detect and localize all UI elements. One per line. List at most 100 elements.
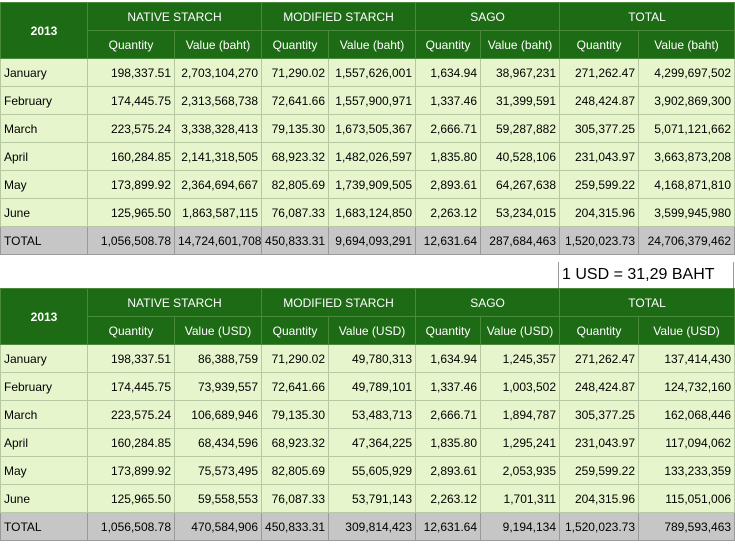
table-cell: 59,287,882	[480, 114, 561, 143]
table-cell: 71,290.02	[261, 344, 330, 373]
exchange-rate-note: 1 USD = 31,29 BAHT	[558, 262, 734, 288]
row-label: March	[0, 400, 88, 429]
table-cell: 2,364,694,667	[173, 170, 263, 199]
exchange-rate-row: 1 USD = 31,29 BAHT	[0, 262, 734, 288]
table-cell: 160,284.85	[87, 142, 175, 171]
table-row: June 125,965.50 59,558,553 76,087.33 53,…	[0, 484, 735, 513]
row-label: April	[0, 428, 88, 457]
table-cell: 1,683,124,850	[328, 198, 417, 227]
table-cell: 86,388,759	[173, 344, 263, 373]
table-cell: 76,087.33	[261, 484, 330, 513]
total-row: TOTAL 1,056,508.78 470,584,906 450,833.3…	[0, 512, 735, 541]
table-cell: 53,791,143	[328, 484, 417, 513]
table-cell: 4,168,871,810	[638, 170, 735, 199]
column-header: Value (baht)	[638, 30, 735, 59]
table-cell: 2,141,318,505	[173, 142, 263, 171]
total-label: TOTAL	[0, 512, 88, 541]
total-cell: 309,814,423	[328, 512, 417, 541]
table-cell: 115,051,006	[638, 484, 735, 513]
table-cell: 53,234,015	[480, 198, 561, 227]
column-header: Value (USD)	[480, 316, 561, 345]
total-cell: 12,631.64	[415, 512, 482, 541]
table-cell: 3,663,873,208	[638, 142, 735, 171]
table-cell: 1,295,241	[480, 428, 561, 457]
group-header-sago: SAGO	[415, 2, 561, 31]
total-cell: 14,724,601,708	[173, 226, 263, 255]
table-cell: 64,267,638	[480, 170, 561, 199]
group-header-total: TOTAL	[559, 288, 735, 317]
table-cell: 204,315.96	[559, 198, 640, 227]
table-cell: 1,245,357	[480, 344, 561, 373]
table-cell: 248,424.87	[559, 372, 640, 401]
table-cell: 231,043.97	[559, 428, 640, 457]
group-header-native-starch: NATIVE STARCH	[86, 288, 263, 317]
table-cell: 1,337.46	[415, 86, 482, 115]
total-cell: 450,833.31	[261, 226, 330, 255]
table-row: February 174,445.75 2,313,568,738 72,641…	[0, 86, 735, 115]
table-cell: 68,923.32	[261, 142, 330, 171]
total-cell: 9,194,134	[480, 512, 561, 541]
table-cell: 76,087.33	[261, 198, 330, 227]
table-row: April 160,284.85 2,141,318,505 68,923.32…	[0, 142, 735, 171]
table-cell: 53,483,713	[328, 400, 417, 429]
table-cell: 3,338,328,413	[173, 114, 263, 143]
table-cell: 72,641.66	[261, 86, 330, 115]
table-cell: 204,315.96	[559, 484, 640, 513]
group-header-total: TOTAL	[559, 2, 735, 31]
group-header-row: 2013 NATIVE STARCH MODIFIED STARCH SAGO …	[0, 2, 735, 59]
row-label: March	[0, 114, 88, 143]
table-cell: 55,605,929	[328, 456, 417, 485]
column-header: Value (USD)	[328, 316, 417, 345]
table-row: January 198,337.51 2,703,104,270 71,290.…	[0, 58, 735, 87]
table-cell: 1,835.80	[415, 428, 482, 457]
table-cell: 49,780,313	[328, 344, 417, 373]
table-row: May 173,899.92 75,573,495 82,805.69 55,6…	[0, 456, 735, 485]
table-cell: 1,835.80	[415, 142, 482, 171]
table-cell: 3,599,945,980	[638, 198, 735, 227]
column-header: Value (USD)	[173, 316, 263, 345]
table-cell: 198,337.51	[87, 344, 175, 373]
table-cell: 73,939,557	[173, 372, 263, 401]
table-cell: 59,558,553	[173, 484, 263, 513]
table-cell: 174,445.75	[87, 372, 175, 401]
baht-export-table: 2013 NATIVE STARCH MODIFIED STARCH SAGO …	[0, 2, 735, 255]
column-header: Quantity	[415, 316, 482, 345]
table-cell: 305,377.25	[559, 114, 640, 143]
table-cell: 68,434,596	[173, 428, 263, 457]
column-header: Quantity	[261, 316, 330, 345]
table-cell: 271,262.47	[559, 344, 640, 373]
total-row: TOTAL 1,056,508.78 14,724,601,708 450,83…	[0, 226, 735, 255]
table-row: March 223,575.24 106,689,946 79,135.30 5…	[0, 400, 735, 429]
table-cell: 1,634.94	[415, 344, 482, 373]
table-cell: 2,313,568,738	[173, 86, 263, 115]
total-label: TOTAL	[0, 226, 88, 255]
column-header: Value (baht)	[173, 30, 263, 59]
subheader-row: Quantity Value (baht) Quantity Value (ba…	[1, 30, 735, 59]
table-cell: 72,641.66	[261, 372, 330, 401]
row-label: February	[0, 86, 88, 115]
table-cell: 1,557,626,001	[328, 58, 417, 87]
table-cell: 248,424.87	[559, 86, 640, 115]
row-label: February	[0, 372, 88, 401]
year-cell: 2013	[0, 288, 88, 345]
table-cell: 223,575.24	[87, 114, 175, 143]
table-cell: 223,575.24	[87, 400, 175, 429]
total-cell: 1,520,023.73	[559, 226, 640, 255]
table-cell: 133,233,359	[638, 456, 735, 485]
table-cell: 173,899.92	[87, 456, 175, 485]
column-header: Quantity	[261, 30, 330, 59]
table-cell: 79,135.30	[261, 114, 330, 143]
table-cell: 82,805.69	[261, 456, 330, 485]
table-cell: 1,337.46	[415, 372, 482, 401]
table-cell: 2,666.71	[415, 114, 482, 143]
table-cell: 38,967,231	[480, 58, 561, 87]
table-cell: 125,965.50	[87, 484, 175, 513]
table-cell: 2,263.12	[415, 198, 482, 227]
table-cell: 2,893.61	[415, 456, 482, 485]
total-cell: 789,593,463	[638, 512, 735, 541]
table-cell: 137,414,430	[638, 344, 735, 373]
column-header: Value (baht)	[328, 30, 417, 59]
table-row: February 174,445.75 73,939,557 72,641.66…	[0, 372, 735, 401]
table-cell: 5,071,121,662	[638, 114, 735, 143]
row-label: January	[0, 344, 88, 373]
